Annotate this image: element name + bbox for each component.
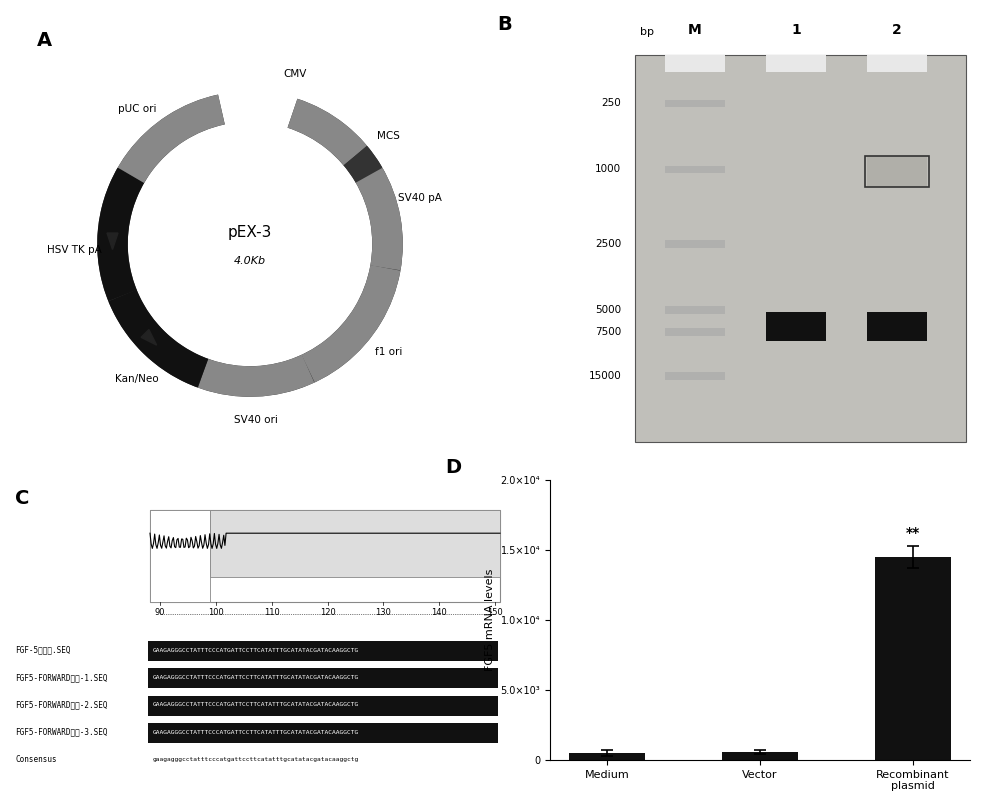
Bar (665, 166, 725, 173)
Text: 140: 140 (431, 608, 447, 617)
Text: GAAGAGGGCCTATTTCCCATGATTCCTTCATATTTGCATATACGATACAAGGCTG: GAAGAGGGCCTATTTCCCATGATTCCTTCATATTTGCATA… (153, 675, 359, 680)
Text: GAAGAGGGCCTATTTCCCATGATTCCTTCATATTTGCATATACGATACAAGGCTG: GAAGAGGGCCTATTTCCCATGATTCCTTCATATTTGCATA… (153, 702, 359, 707)
Bar (150, 510, 500, 602)
Bar (148, 669, 498, 688)
Y-axis label: FGF5 mRNA levels: FGF5 mRNA levels (485, 569, 495, 671)
Polygon shape (244, 376, 260, 387)
Text: 100: 100 (208, 608, 224, 617)
Text: Kan/Neo: Kan/Neo (115, 374, 159, 384)
Text: 120: 120 (320, 608, 335, 617)
Text: 150: 150 (487, 608, 503, 617)
Bar (867, 156, 927, 186)
Bar (148, 696, 498, 715)
Text: A: A (37, 31, 52, 50)
Bar (865, 156, 929, 186)
Text: **: ** (906, 526, 920, 540)
Text: 15000: 15000 (588, 371, 621, 381)
Text: f1 ori: f1 ori (375, 347, 402, 358)
Bar (665, 100, 725, 106)
Text: GAAGAGGGCCTATTTCCCATGATTCCTTCATATTTGCATATACGATACAAGGCTG: GAAGAGGGCCTATTTCCCATGATTCCTTCATATTTGCATA… (153, 648, 359, 653)
Bar (766, 312, 826, 341)
Bar (665, 373, 725, 379)
Text: 1000: 1000 (595, 164, 621, 174)
Bar (148, 723, 498, 743)
Text: 7500: 7500 (595, 327, 621, 337)
Polygon shape (380, 203, 391, 221)
Text: FGF5-FORWARD测序-2.SEQ: FGF5-FORWARD测序-2.SEQ (15, 701, 108, 710)
Text: SV40 pA: SV40 pA (398, 194, 442, 203)
Text: FGF5-FORWARD测序-3.SEQ: FGF5-FORWARD测序-3.SEQ (15, 728, 108, 737)
Text: 2500: 2500 (595, 239, 621, 249)
Text: 250: 250 (601, 98, 621, 108)
Bar (867, 312, 927, 341)
Text: D: D (445, 458, 461, 477)
Text: 90: 90 (155, 608, 165, 617)
Bar (210, 510, 500, 578)
Bar (569, 753, 645, 760)
Text: 110: 110 (264, 608, 280, 617)
Bar (665, 241, 725, 247)
Bar (150, 510, 210, 602)
Text: HSV TK pA: HSV TK pA (47, 245, 101, 255)
Text: Consensus: Consensus (15, 755, 57, 764)
Text: MCS: MCS (377, 130, 400, 141)
Bar (148, 641, 498, 661)
Text: CMV: CMV (284, 69, 307, 79)
Text: FGF5-FORWARD测序-1.SEQ: FGF5-FORWARD测序-1.SEQ (15, 673, 108, 682)
Text: C: C (15, 489, 29, 508)
Polygon shape (344, 328, 359, 344)
Polygon shape (176, 114, 194, 128)
Polygon shape (141, 330, 157, 345)
Bar (875, 557, 951, 760)
Text: M: M (688, 23, 702, 37)
Text: bp: bp (640, 27, 654, 37)
Bar (766, 54, 826, 72)
Text: SV40 ori: SV40 ori (234, 415, 278, 425)
Text: 130: 130 (375, 608, 391, 617)
Bar (665, 54, 725, 72)
Bar (665, 329, 725, 335)
Text: gaagagggcctatttcccatgattccttcatatttgcatatacgatacaaggctg: gaagagggcctatttcccatgattccttcatatttgcata… (153, 757, 359, 762)
Text: 4.0Kb: 4.0Kb (234, 255, 266, 266)
Bar (867, 54, 927, 72)
Bar (635, 54, 966, 442)
Bar (665, 306, 725, 314)
Text: FGF-5原序列.SEQ: FGF-5原序列.SEQ (15, 646, 70, 654)
Text: 1: 1 (791, 23, 801, 37)
Polygon shape (107, 233, 118, 250)
Bar (722, 752, 798, 760)
Text: 2: 2 (892, 23, 902, 37)
Text: pEX-3: pEX-3 (228, 226, 272, 241)
Text: 5000: 5000 (595, 305, 621, 315)
Polygon shape (303, 117, 320, 129)
Text: B: B (497, 15, 512, 34)
Text: pUC ori: pUC ori (118, 104, 156, 114)
Text: GAAGAGGGCCTATTTCCCATGATTCCTTCATATTTGCATATACGATACAAGGCTG: GAAGAGGGCCTATTTCCCATGATTCCTTCATATTTGCATA… (153, 730, 359, 735)
